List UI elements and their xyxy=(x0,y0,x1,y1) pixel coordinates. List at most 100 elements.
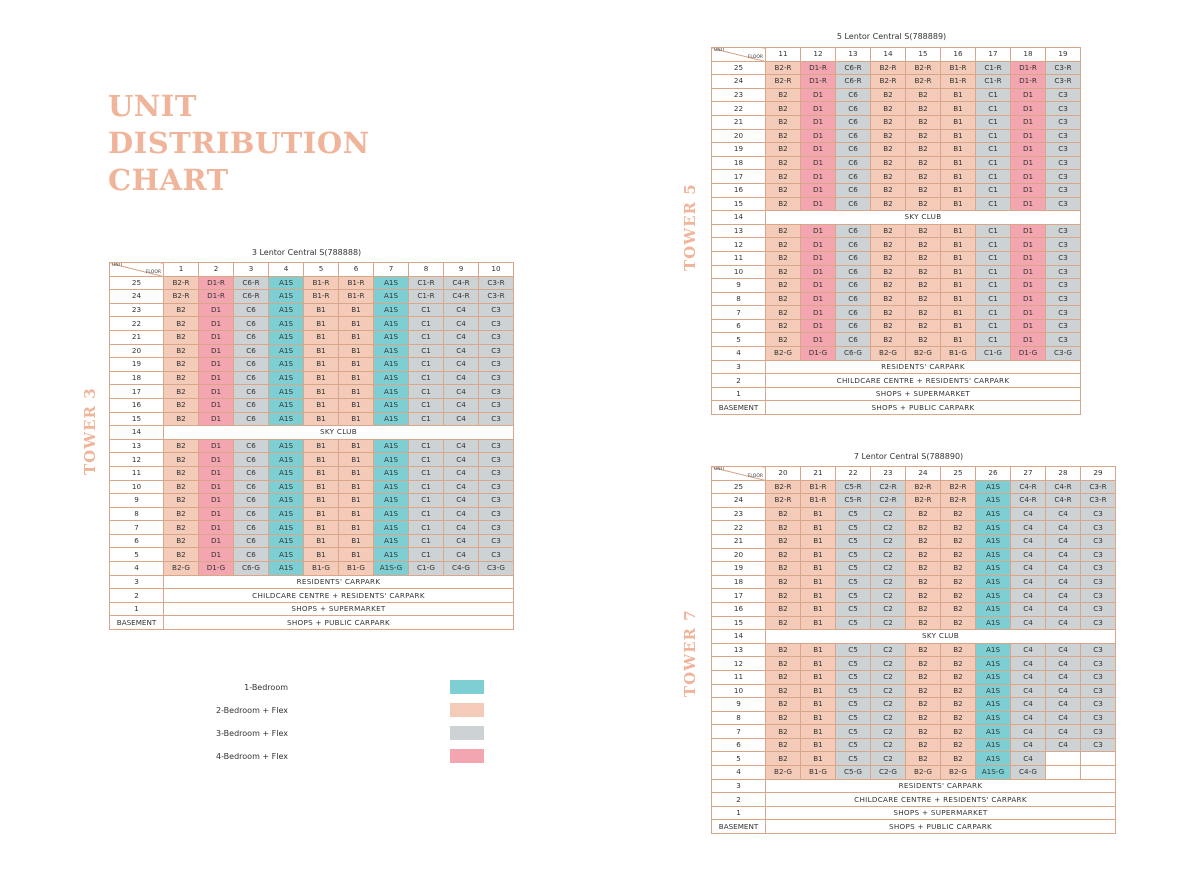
unit-cell: A1S xyxy=(975,642,1011,658)
unit-cell: C3 xyxy=(1045,332,1081,348)
unit-cell: B2-G xyxy=(940,765,976,780)
legend-swatch xyxy=(450,703,484,717)
unit-cell: C3 xyxy=(1080,561,1116,576)
unit-cell: B2 xyxy=(870,223,906,239)
unit-number: 20 xyxy=(765,466,801,481)
unit-cell: B2 xyxy=(905,615,941,631)
floor-row: 6 B2 D1 C6 B2 B2 B1 C1 D1 C3 xyxy=(711,318,1081,334)
unit-cell: C5 xyxy=(835,710,871,726)
unit-cell: B1 xyxy=(800,588,836,603)
floor-number: 17 xyxy=(711,588,766,603)
unit-cell: D1 xyxy=(1010,128,1046,144)
corner-unit-label: UNIT xyxy=(714,467,725,472)
unit-number: 23 xyxy=(870,466,906,481)
unit-floor-corner: UNIT FLOOR xyxy=(109,262,164,277)
unit-cell: C2 xyxy=(870,615,906,631)
unit-cell: B1 xyxy=(338,479,374,495)
unit-cell: D1 xyxy=(1010,87,1046,103)
unit-cell: C4 xyxy=(1010,520,1046,535)
unit-cell: A1S xyxy=(373,465,409,481)
unit-cell: B1 xyxy=(303,520,339,535)
unit-cell: A1S xyxy=(268,411,304,427)
unit-cell: C4 xyxy=(443,506,479,522)
floor-row: BASEMENT SHOPS + PUBLIC CARPARK xyxy=(711,400,1081,416)
unit-cell: C6 xyxy=(233,452,269,467)
floor-number: 18 xyxy=(109,370,164,386)
unit-cell: A1S xyxy=(373,506,409,522)
floor-number: 20 xyxy=(711,128,766,144)
unit-cell: B1 xyxy=(940,278,976,293)
unit-cell: C2 xyxy=(870,533,906,549)
floor-row: BASEMENT SHOPS + PUBLIC CARPARK xyxy=(109,615,514,631)
floor-row: 18 B2 B1 C5 C2 B2 B2 A1S C4 C4 C3 xyxy=(711,574,1116,590)
facility-cell: CHILDCARE CENTRE + RESIDENTS' CARPARK xyxy=(163,588,514,603)
unit-cell: C3 xyxy=(1080,642,1116,658)
unit-cell: B1 xyxy=(338,329,374,345)
unit-cell: B1 xyxy=(338,520,374,535)
unit-cell: C3 xyxy=(1045,223,1081,239)
unit-cell: B2 xyxy=(765,264,801,280)
facility-cell: RESIDENTS' CARPARK xyxy=(765,778,1116,794)
unit-cell: B2 xyxy=(765,291,801,307)
unit-cell: B2 xyxy=(163,533,199,549)
unit-cell: C4 xyxy=(1010,669,1046,685)
unit-cell: B2 xyxy=(163,479,199,495)
unit-cell: C3 xyxy=(1045,305,1081,320)
floor-number: 13 xyxy=(711,642,766,658)
unit-cell: B2 xyxy=(905,561,941,576)
unit-cell: B2 xyxy=(905,291,941,307)
floor-row: 23 B2 D1 C6 A1S B1 B1 A1S C1 C4 C3 xyxy=(109,302,514,318)
unit-cell: A1S xyxy=(975,520,1011,535)
floor-number: 13 xyxy=(711,223,766,239)
unit-cell: C6 xyxy=(233,302,269,318)
floor-number: 22 xyxy=(711,520,766,535)
unit-cell: B2 xyxy=(905,737,941,753)
floor-row: 6 B2 D1 C6 A1S B1 B1 A1S C1 C4 C3 xyxy=(109,533,514,549)
floor-row: 11 B2 B1 C5 C2 B2 B2 A1S C4 C4 C3 xyxy=(711,669,1116,685)
unit-cell: B2 xyxy=(870,305,906,320)
legend-label: 3-Bedroom + Flex xyxy=(215,729,288,738)
unit-cell: B2 xyxy=(163,329,199,345)
unit-cell: D1 xyxy=(1010,237,1046,252)
unit-cell: C6 xyxy=(835,223,871,239)
unit-cell: B2 xyxy=(905,724,941,739)
floor-number: 4 xyxy=(109,561,164,576)
unit-cell: C3 xyxy=(478,316,514,331)
unit-number: 21 xyxy=(800,466,836,481)
unit-cell: C3 xyxy=(1080,615,1116,631)
unit-cell: C4 xyxy=(1010,601,1046,617)
unit-grid: UNIT FLOOR 11 12 13 14 15 16 17 18 19 25 B2-R D1-R C6-… xyxy=(711,47,1081,416)
unit-cell: B1 xyxy=(303,411,339,427)
facility-cell: SHOPS + PUBLIC CARPARK xyxy=(163,615,514,631)
corner-unit-label: UNIT xyxy=(714,48,725,53)
unit-cell: B2 xyxy=(940,710,976,726)
header-row: UNIT FLOOR 11 12 13 14 15 16 17 18 19 xyxy=(711,47,1081,62)
unit-cell: C6 xyxy=(835,318,871,334)
unit-cell: A1S xyxy=(373,452,409,467)
unit-cell: C3 xyxy=(478,479,514,495)
facility-cell: SHOPS + PUBLIC CARPARK xyxy=(765,819,1116,835)
floor-number: 23 xyxy=(711,87,766,103)
unit-cell: B1 xyxy=(940,155,976,171)
unit-cell: C1 xyxy=(408,357,444,372)
unit-cell: C3 xyxy=(478,357,514,372)
floor-number: 19 xyxy=(711,142,766,157)
unit-cell: C1 xyxy=(408,452,444,467)
unit-cell: B2 xyxy=(940,574,976,590)
unit-cell: C3 xyxy=(1045,182,1081,198)
unit-cell: C2 xyxy=(870,683,906,699)
unit-cell: B2-R xyxy=(163,289,199,304)
unit-cell: B2 xyxy=(905,101,941,116)
unit-cell: A1S xyxy=(268,438,304,454)
unit-cell: B1 xyxy=(940,223,976,239)
floor-row: 2 CHILDCARE CENTRE + RESIDENTS' CARPARK xyxy=(711,792,1116,807)
unit-cell: B1 xyxy=(303,316,339,331)
unit-cell: B2 xyxy=(765,601,801,617)
floor-row: 13 B2 D1 C6 B2 B2 B1 C1 D1 C3 xyxy=(711,223,1081,239)
title-line: DISTRIBUTION xyxy=(108,126,370,160)
facility-cell: RESIDENTS' CARPARK xyxy=(765,359,1081,375)
unit-cell: B1-G xyxy=(940,346,976,361)
unit-cell: D1 xyxy=(800,223,836,239)
facility-cell: CHILDCARE CENTRE + RESIDENTS' CARPARK xyxy=(765,373,1081,388)
unit-cell: B1 xyxy=(338,533,374,549)
